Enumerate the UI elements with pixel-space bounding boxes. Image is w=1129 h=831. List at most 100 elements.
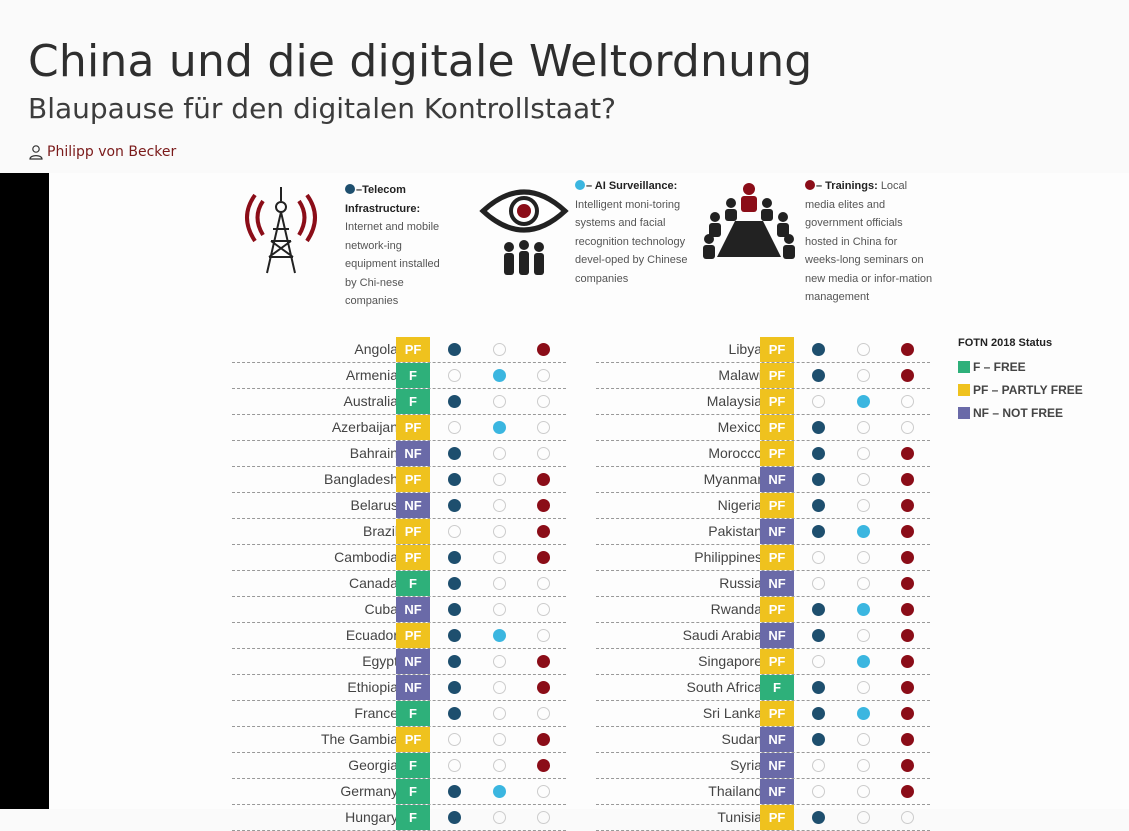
status-badge: F (396, 779, 430, 804)
ai-indicator (493, 525, 506, 538)
eye-people-icon (479, 189, 569, 275)
table-row: Belarus NF (232, 493, 566, 519)
training-indicator (537, 447, 550, 460)
table-row: Syria NF (596, 753, 930, 779)
table-row: Saudi Arabia NF (596, 623, 930, 649)
status-badge: NF (396, 675, 430, 700)
country-name: Myanmar (703, 471, 762, 487)
status-badge: PF (396, 337, 430, 362)
telecom-indicator (448, 681, 461, 694)
group-meeting-icon (703, 183, 795, 259)
table-row: Cuba NF (232, 597, 566, 623)
country-name: Saudi Arabia (682, 627, 762, 643)
telecom-indicator (812, 629, 825, 642)
training-indicator (537, 759, 550, 772)
ai-indicator (493, 733, 506, 746)
table-row: Georgia F (232, 753, 566, 779)
telecom-indicator (812, 343, 825, 356)
table-row: Bahrain NF (232, 441, 566, 467)
telecom-indicator (812, 811, 825, 824)
telecom-indicator (812, 525, 825, 538)
ai-indicator (493, 369, 506, 382)
country-name: Cuba (364, 601, 398, 617)
status-legend: FOTN 2018 Status F – FREE PF – PARTLY FR… (958, 337, 1083, 424)
author-link[interactable]: Philipp von Becker (28, 144, 176, 160)
training-indicator (537, 785, 550, 798)
table-row: Ecuador PF (232, 623, 566, 649)
ai-indicator (857, 655, 870, 668)
training-indicator (901, 447, 914, 460)
telecom-indicator (448, 811, 461, 824)
training-indicator (537, 343, 550, 356)
ai-indicator (857, 395, 870, 408)
radio-tower-icon (245, 187, 317, 274)
ai-indicator (493, 785, 506, 798)
country-name: Syria (730, 757, 762, 773)
training-indicator (537, 681, 550, 694)
country-name: Nigeria (717, 497, 762, 513)
ai-indicator (857, 707, 870, 720)
ai-indicator (857, 525, 870, 538)
table-row: Malawi PF (596, 363, 930, 389)
status-badge: PF (396, 545, 430, 570)
country-table-right: Libya PF Malawi PF Malaysia PF Mexico PF Morocco… (596, 337, 930, 831)
ai-indicator (857, 681, 870, 694)
ai-dot (575, 180, 585, 190)
free-swatch (958, 360, 970, 373)
table-row: Malaysia PF (596, 389, 930, 415)
training-indicator (901, 681, 914, 694)
telecom-indicator (448, 577, 461, 590)
ai-indicator (493, 473, 506, 486)
ai-indicator (857, 785, 870, 798)
table-row: Australia F (232, 389, 566, 415)
status-badge: NF (760, 753, 794, 778)
training-indicator (901, 707, 914, 720)
ai-indicator (493, 499, 506, 512)
ai-indicator (857, 343, 870, 356)
status-badge: PF (760, 493, 794, 518)
status-badge: PF (760, 597, 794, 622)
page-title: China und die digitale Weltordnung (28, 36, 813, 87)
telecom-indicator (448, 707, 461, 720)
country-name: Singapore (698, 653, 762, 669)
ai-indicator (857, 369, 870, 382)
country-name: Libya (728, 341, 762, 357)
training-indicator (901, 603, 914, 616)
telecom-indicator (812, 395, 825, 408)
training-indicator (537, 733, 550, 746)
country-name: South Africa (686, 679, 763, 695)
table-row: Brazil PF (232, 519, 566, 545)
ai-indicator (857, 473, 870, 486)
ai-indicator (493, 551, 506, 564)
status-badge: PF (760, 649, 794, 674)
country-name: Ethiopia (347, 679, 398, 695)
ai-indicator (493, 759, 506, 772)
telecom-indicator (812, 473, 825, 486)
country-name: Egypt (362, 653, 398, 669)
table-row: Singapore PF (596, 649, 930, 675)
status-badge: PF (396, 467, 430, 492)
country-table-left: Angola PF Armenia F Australia F Azerbaijan PF Ba… (232, 337, 566, 831)
status-badge: F (396, 701, 430, 726)
table-row: The Gambia PF (232, 727, 566, 753)
status-badge: NF (396, 441, 430, 466)
telecom-indicator (448, 629, 461, 642)
training-indicator (537, 811, 550, 824)
training-indicator (901, 369, 914, 382)
country-name: Ecuador (345, 627, 398, 643)
status-badge: PF (760, 441, 794, 466)
table-row: Sri Lanka PF (596, 701, 930, 727)
ai-indicator (857, 577, 870, 590)
training-indicator (901, 577, 914, 590)
telecom-indicator (448, 473, 461, 486)
training-indicator (537, 421, 550, 434)
status-badge: PF (760, 701, 794, 726)
country-name: France (354, 705, 398, 721)
country-name: The Gambia (320, 731, 398, 747)
status-legend-not-free: NF – NOT FREE (958, 401, 1083, 424)
training-indicator (901, 785, 914, 798)
ai-indicator (857, 447, 870, 460)
ai-indicator (857, 811, 870, 824)
telecom-indicator (812, 707, 825, 720)
telecom-indicator (448, 785, 461, 798)
